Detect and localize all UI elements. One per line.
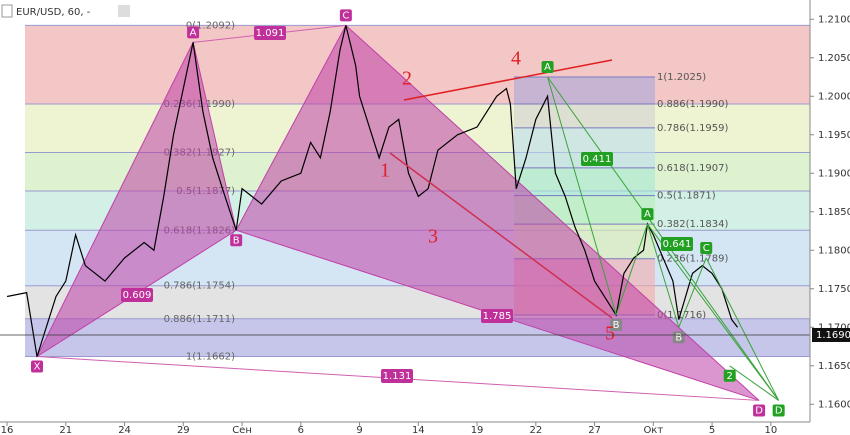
harmonic-leg [646, 223, 680, 328]
y-tick-label: 1.1700 [818, 322, 850, 333]
ratio-label: 0.411 [583, 154, 612, 165]
fib-label: 0.236(1.1789) [657, 254, 729, 265]
harmonic-leg [678, 257, 707, 328]
ratio-label: 1.091 [256, 28, 285, 39]
ratio-badge [581, 152, 613, 166]
fib-label: 0(1.1716) [657, 310, 706, 321]
x-tick-label: 21 [59, 425, 72, 435]
point-badge [700, 241, 713, 254]
point-badge [31, 360, 44, 373]
ratio-badge [481, 309, 513, 323]
point-badge [339, 9, 352, 22]
ratio-badge [254, 26, 286, 40]
y-tick-label: 1.1600 [818, 399, 850, 410]
point-badge [672, 331, 685, 344]
harmonic-leg [547, 76, 617, 316]
y-tick-label: 1.1900 [818, 168, 850, 179]
wave-label: 2 [402, 68, 412, 90]
x-tick-label: 16 [1, 425, 14, 435]
harmonic-leg [647, 223, 780, 401]
point-label: C [703, 243, 710, 254]
price-line [6, 25, 739, 357]
point-label: B [613, 320, 620, 331]
point-label: B [233, 235, 240, 246]
fib-label: 0.886(1.1711) [164, 314, 236, 325]
ratio-badge [381, 369, 413, 383]
x-tick-label: 5 [709, 425, 715, 435]
fib-label: 0.786(1.1754) [164, 281, 236, 292]
ratio-label: 1.131 [383, 371, 412, 382]
x-tick-label: 29 [177, 425, 190, 435]
y-tick-label: 1.2050 [818, 53, 850, 64]
x-tick-label: 27 [588, 425, 601, 435]
fib-label: 0.5(1.1871) [657, 191, 716, 202]
fib-label: 0.618(1.1907) [657, 163, 729, 174]
point-badge [772, 404, 785, 417]
settings-icon[interactable] [118, 5, 130, 17]
x-tick-label: Сен [232, 425, 252, 435]
x-tick-label: 9 [356, 425, 362, 435]
point-badge [641, 208, 654, 221]
point-label: X [34, 362, 41, 373]
x-tick-label: 10 [764, 425, 777, 435]
point-label: B [675, 332, 682, 343]
wave-label: 5 [605, 323, 615, 345]
y-tick-label: 1.1850 [818, 207, 850, 218]
y-tick-label: 1.1650 [818, 361, 850, 372]
point-badge [187, 26, 200, 39]
fib-label: 0(1.2092) [186, 20, 235, 31]
point-label: A [544, 62, 551, 73]
point-label: A [190, 27, 197, 38]
point-label: D [775, 405, 783, 416]
x-tick-label: 6 [298, 425, 304, 435]
point-label: D [755, 405, 763, 416]
menu-icon[interactable] [1, 4, 13, 18]
ratio-badge [661, 237, 693, 251]
fib-label: 0.382(1.1834) [657, 219, 729, 230]
symbol-title: EUR/USD, 60, - [16, 7, 91, 18]
y-tick-label: 1.2100 [818, 14, 850, 25]
trend-line [403, 59, 613, 101]
x-tick-label: 19 [471, 425, 484, 435]
x-tick-label: 22 [529, 425, 542, 435]
harmonic-leg [615, 223, 648, 316]
fib-label: 1(1.1662) [186, 352, 235, 363]
point-label: C [342, 10, 349, 21]
ratio-badge [121, 288, 153, 302]
y-tick-label: 1.2000 [818, 91, 850, 102]
point-badge [610, 318, 623, 331]
y-tick-label: 1.1750 [818, 284, 850, 295]
point-badge [753, 404, 766, 417]
point-label: A [644, 209, 651, 220]
point-badge [541, 61, 554, 74]
fib-band [514, 167, 655, 196]
x-tick-label: 14 [412, 425, 425, 435]
fib-band [25, 285, 810, 319]
wave-label: 4 [511, 48, 521, 70]
ratio-label: 0.609 [123, 290, 152, 301]
harmonic-leg [729, 365, 779, 401]
harmonic-leg [705, 257, 780, 401]
fib-label: 0.886(1.1990) [657, 99, 729, 110]
point-badge [723, 369, 736, 382]
last-price-label: 1.1690 [816, 330, 850, 341]
trend-line [389, 152, 613, 319]
ratio-label: 0.641 [663, 239, 692, 250]
plot-area: 0(1.2092)0.236(1.1990)0.382(1.1927)0.5(1… [0, 9, 810, 417]
last-price-box [812, 327, 850, 342]
ratio-label: 1.785 [483, 311, 512, 322]
x-tick-label: 24 [118, 425, 131, 435]
point-badge [230, 234, 243, 247]
point-label: 2 [727, 371, 733, 382]
fib-band [514, 77, 655, 104]
wave-label: 1 [380, 160, 390, 182]
x-tick-label: Окт [643, 425, 663, 435]
fib-label: 1(1.2025) [657, 72, 706, 83]
wave-label: 3 [428, 226, 438, 248]
fib-label: 0.786(1.1959) [657, 123, 729, 134]
y-tick-label: 1.1950 [818, 130, 850, 141]
y-tick-label: 1.1800 [818, 245, 850, 256]
